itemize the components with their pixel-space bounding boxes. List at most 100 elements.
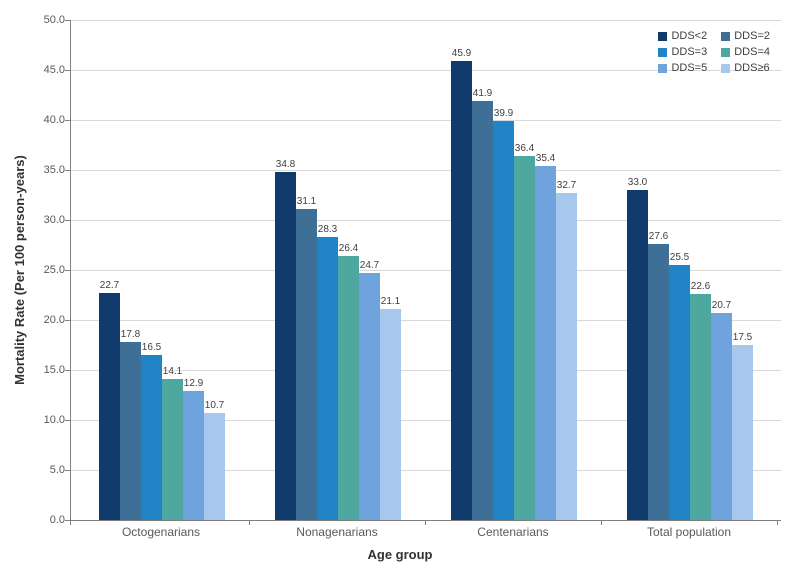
y-tick-mark bbox=[65, 420, 70, 421]
bar-value-label: 35.4 bbox=[536, 153, 555, 164]
legend-label: DDS=3 bbox=[671, 46, 707, 58]
y-tick-label: 15.0 bbox=[25, 364, 65, 376]
bar bbox=[493, 121, 514, 520]
bar bbox=[141, 355, 162, 520]
bar-value-label: 21.1 bbox=[381, 296, 400, 307]
bar bbox=[535, 166, 556, 520]
y-gridline bbox=[71, 220, 781, 221]
bar-value-label: 39.9 bbox=[494, 108, 513, 119]
bar-value-label: 14.1 bbox=[163, 366, 182, 377]
y-tick-label: 50.0 bbox=[25, 14, 65, 26]
x-category-label: Nonagenarians bbox=[296, 525, 377, 539]
bar-value-label: 24.7 bbox=[360, 260, 379, 271]
bar-value-label: 17.5 bbox=[733, 332, 752, 343]
bar bbox=[648, 244, 669, 520]
bar bbox=[183, 391, 204, 520]
bar bbox=[99, 293, 120, 520]
bar-value-label: 28.3 bbox=[318, 224, 337, 235]
legend-item: DDS<2 bbox=[658, 30, 707, 42]
plot-area: 22.7 17.816.5 14.112.910.7 34.8 31.1 28.326.4… bbox=[70, 20, 781, 521]
bar-value-label: 32.7 bbox=[557, 180, 576, 191]
x-category-label: Octogenarians bbox=[122, 525, 200, 539]
bar-value-label: 20.7 bbox=[712, 300, 731, 311]
legend-label: DDS≥6 bbox=[734, 62, 769, 74]
legend-label: DDS<2 bbox=[671, 30, 707, 42]
y-tick-label: 10.0 bbox=[25, 414, 65, 426]
chart-container: Mortality Rate (Per 100 person-years) 22… bbox=[0, 0, 800, 570]
legend-swatch bbox=[721, 48, 730, 57]
bar bbox=[669, 265, 690, 520]
legend-item: DDS≥6 bbox=[721, 62, 769, 74]
y-tick-label: 25.0 bbox=[25, 264, 65, 276]
legend: DDS<2 DDS=2 DDS=3 DDS=4 DDS=5 DDS≥6 bbox=[658, 30, 770, 78]
bar-value-label: 36.4 bbox=[515, 143, 534, 154]
legend-swatch bbox=[721, 64, 730, 73]
y-tick-label: 0.0 bbox=[25, 514, 65, 526]
legend-item: DDS=3 bbox=[658, 46, 707, 58]
bar-value-label: 17.8 bbox=[121, 329, 140, 340]
bar-value-label: 10.7 bbox=[205, 400, 224, 411]
y-tick-label: 45.0 bbox=[25, 64, 65, 76]
bar bbox=[514, 156, 535, 520]
bar-value-label: 25.5 bbox=[670, 252, 689, 263]
bar bbox=[380, 309, 401, 520]
y-tick-label: 20.0 bbox=[25, 314, 65, 326]
bar-value-label: 12.9 bbox=[184, 378, 203, 389]
y-tick-mark bbox=[65, 170, 70, 171]
x-tick-mark bbox=[249, 520, 250, 525]
legend-row: DDS=5 DDS≥6 bbox=[658, 62, 770, 74]
bar-value-label: 34.8 bbox=[276, 159, 295, 170]
x-tick-mark bbox=[601, 520, 602, 525]
legend-swatch bbox=[721, 32, 730, 41]
y-tick-mark bbox=[65, 20, 70, 21]
legend-label: DDS=2 bbox=[734, 30, 770, 42]
y-tick-mark bbox=[65, 120, 70, 121]
bar bbox=[296, 209, 317, 520]
bar bbox=[711, 313, 732, 520]
y-gridline bbox=[71, 170, 781, 171]
bar-value-label: 33.0 bbox=[628, 177, 647, 188]
x-category-label: Centenarians bbox=[477, 525, 548, 539]
y-tick-mark bbox=[65, 470, 70, 471]
legend-swatch bbox=[658, 48, 667, 57]
bar bbox=[690, 294, 711, 520]
bar bbox=[317, 237, 338, 520]
bar-value-label: 45.9 bbox=[452, 48, 471, 59]
bar bbox=[120, 342, 141, 520]
x-category-label: Total population bbox=[647, 525, 731, 539]
y-tick-label: 40.0 bbox=[25, 114, 65, 126]
x-tick-mark bbox=[777, 520, 778, 525]
legend-item: DDS=5 bbox=[658, 62, 707, 74]
x-tick-mark bbox=[425, 520, 426, 525]
bar bbox=[472, 101, 493, 520]
y-gridline bbox=[71, 20, 781, 21]
y-tick-mark bbox=[65, 70, 70, 71]
bar-value-label: 16.5 bbox=[142, 342, 161, 353]
bar bbox=[162, 379, 183, 520]
bar bbox=[338, 256, 359, 520]
bar-value-label: 41.9 bbox=[473, 88, 492, 99]
bar bbox=[275, 172, 296, 520]
bar bbox=[204, 413, 225, 520]
y-tick-label: 5.0 bbox=[25, 464, 65, 476]
x-tick-mark bbox=[70, 520, 71, 525]
legend-row: DDS<2 DDS=2 bbox=[658, 30, 770, 42]
bar-value-label: 26.4 bbox=[339, 243, 358, 254]
legend-item: DDS=4 bbox=[721, 46, 770, 58]
y-tick-label: 35.0 bbox=[25, 164, 65, 176]
legend-row: DDS=3 DDS=4 bbox=[658, 46, 770, 58]
bar bbox=[732, 345, 753, 520]
y-tick-mark bbox=[65, 320, 70, 321]
legend-swatch bbox=[658, 64, 667, 73]
bar-value-label: 22.6 bbox=[691, 281, 710, 292]
bar-value-label: 27.6 bbox=[649, 231, 668, 242]
bar bbox=[359, 273, 380, 520]
legend-label: DDS=5 bbox=[671, 62, 707, 74]
bar bbox=[556, 193, 577, 520]
x-axis-title: Age group bbox=[0, 547, 800, 562]
y-tick-label: 30.0 bbox=[25, 214, 65, 226]
bar-value-label: 31.1 bbox=[297, 196, 316, 207]
bar-value-label: 22.7 bbox=[100, 280, 119, 291]
bar bbox=[451, 61, 472, 520]
y-gridline bbox=[71, 120, 781, 121]
